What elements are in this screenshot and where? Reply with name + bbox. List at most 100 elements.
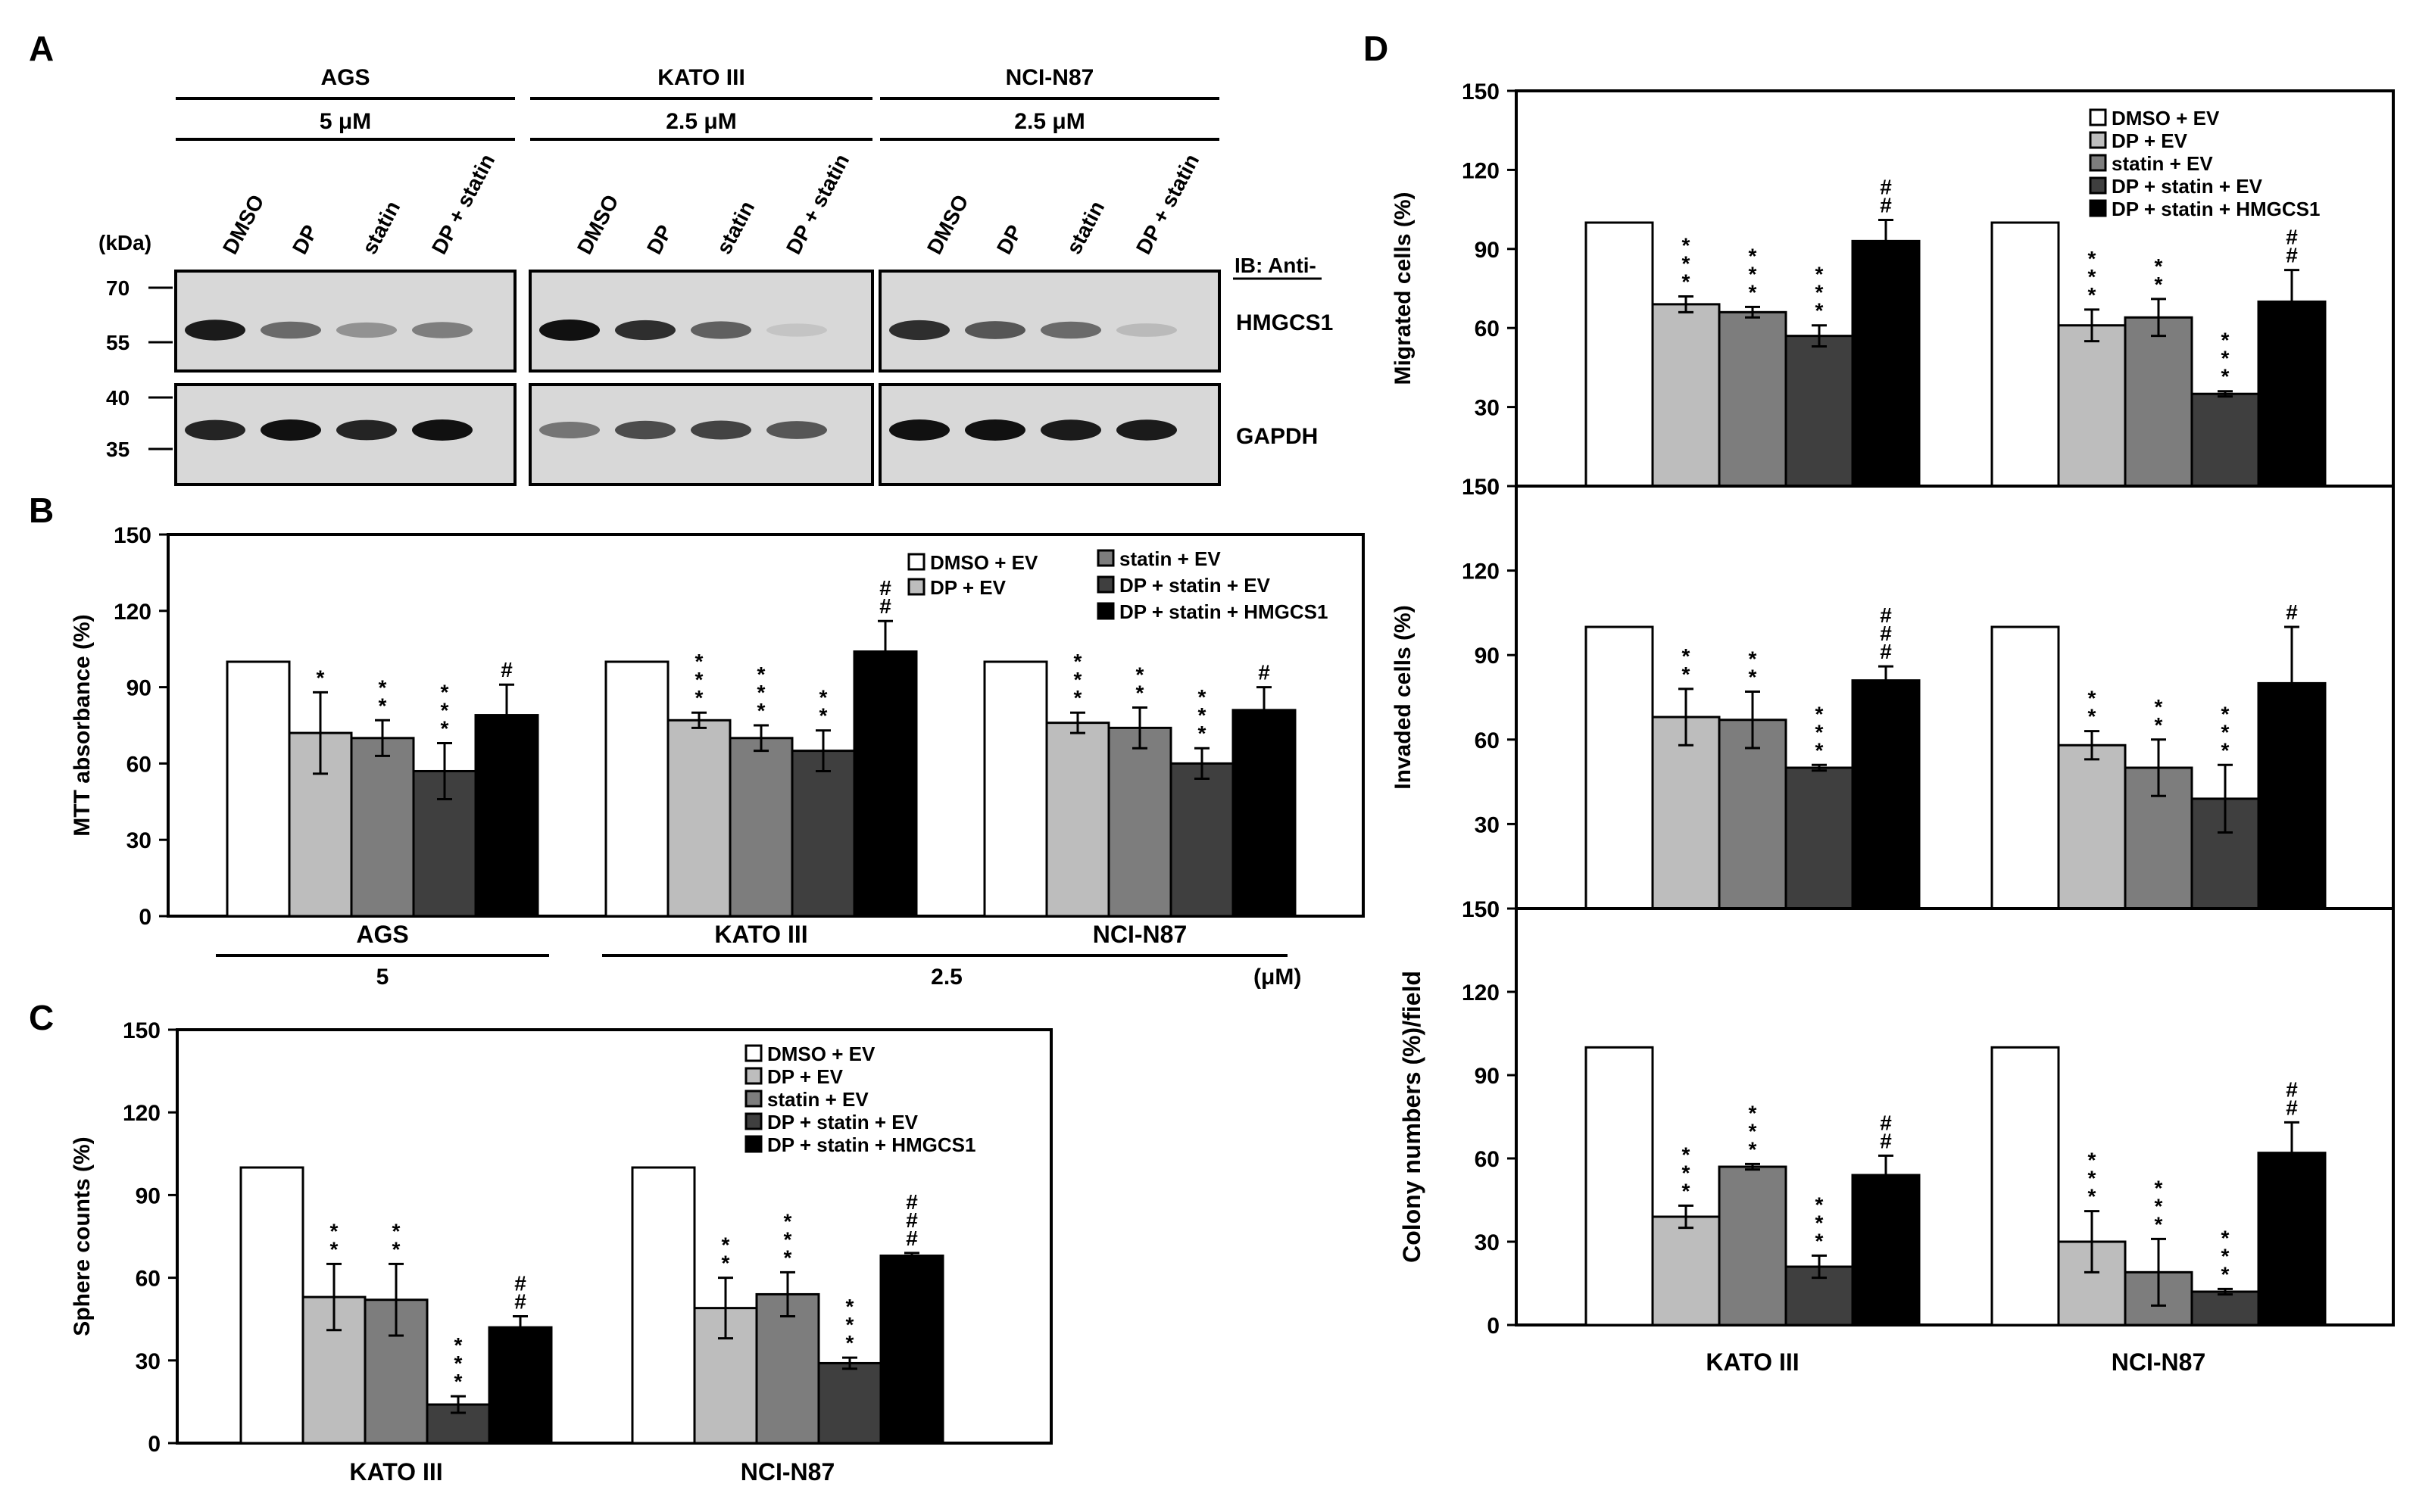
protein-band xyxy=(691,420,751,440)
y-tick-label: 60 xyxy=(1475,1147,1500,1172)
y-tick-label: 0 xyxy=(1487,1314,1500,1339)
y-tick-label: 150 xyxy=(1462,475,1500,500)
lane-label: statin xyxy=(712,197,759,257)
lane-label: statin xyxy=(357,197,404,257)
panel-letter-c: C xyxy=(29,998,54,1037)
y-tick-label: 120 xyxy=(114,600,151,625)
y-tick-label: 60 xyxy=(1475,316,1500,341)
significance-mark: # # xyxy=(879,576,891,618)
legend-swatch xyxy=(744,1067,763,1085)
significance-mark: # # xyxy=(514,1272,526,1314)
significance-mark: * * * xyxy=(1749,244,1757,304)
significance-mark: # xyxy=(1258,661,1270,684)
bar xyxy=(1584,625,1654,910)
protein-band xyxy=(261,321,321,339)
dose-label: 2.5 μM xyxy=(1014,109,1085,134)
protein-band xyxy=(1041,321,1101,339)
bar xyxy=(364,1298,429,1445)
protein-band xyxy=(691,321,751,339)
colony-chart: 0 30 60 90 120 150 Colony numbers (%)/field * * *… xyxy=(1398,897,2395,1376)
significance-mark: * * * xyxy=(2088,1149,2096,1208)
bar xyxy=(1851,1174,1921,1327)
y-axis-label: Invaded cells (%) xyxy=(1391,605,1416,789)
category-label: KATO III xyxy=(1706,1348,1799,1376)
bar xyxy=(1107,726,1172,918)
lane-label: DP + statin xyxy=(427,150,499,258)
panel-letter-b: B xyxy=(29,491,54,530)
dose-label: 5 μM xyxy=(320,109,371,134)
protein-band xyxy=(615,420,676,440)
category-label: NCI-N87 xyxy=(741,1458,835,1486)
y-tick-label: 90 xyxy=(136,1183,161,1208)
blot-membrane xyxy=(879,270,1221,373)
blot-membrane xyxy=(529,270,874,373)
blot-membrane xyxy=(174,270,517,373)
protein-band xyxy=(261,419,321,441)
bar xyxy=(879,1254,944,1445)
significance-mark: # # xyxy=(1880,1111,1892,1152)
significance-mark: * * * xyxy=(784,1209,792,1269)
y-axis-label: Colony numbers (%)/field xyxy=(1398,971,1425,1263)
significance-mark: * * xyxy=(819,686,828,728)
bar xyxy=(226,660,291,918)
significance-mark: * * xyxy=(1136,662,1144,704)
bar xyxy=(350,737,415,918)
protein-band xyxy=(539,320,600,341)
lane-label: DP xyxy=(992,221,1027,258)
legend-swatch xyxy=(1097,575,1115,594)
plot-frame xyxy=(1515,907,2395,1327)
significance-mark: * * * xyxy=(1815,702,1824,762)
significance-mark: * * xyxy=(722,1233,730,1275)
y-axis-label: Migrated cells (%) xyxy=(1391,192,1416,385)
bar xyxy=(1651,303,1721,488)
bar xyxy=(1651,1215,1721,1327)
significance-mark: * * * xyxy=(1815,263,1824,323)
legend-swatch xyxy=(2089,131,2107,149)
bar xyxy=(2190,392,2260,488)
legend-label: DP + statin + HMGCS1 xyxy=(767,1133,976,1156)
lane-label: statin xyxy=(1062,197,1109,257)
bar xyxy=(2124,316,2193,488)
significance-mark: # # xyxy=(2286,226,2298,267)
significance-mark: * * * xyxy=(1682,233,1690,293)
legend-label: DP + statin + EV xyxy=(767,1111,919,1133)
y-tick-label: 30 xyxy=(1475,812,1500,837)
bar xyxy=(1718,310,1787,488)
significance-mark: * * * xyxy=(1682,1143,1690,1202)
marker-label: 40 xyxy=(106,386,130,410)
cell-line-label: KATO III xyxy=(657,65,745,90)
protein-band xyxy=(412,322,473,338)
protein-band xyxy=(889,320,950,341)
significance-mark: # # xyxy=(2286,1077,2298,1119)
legend-label: DMSO + EV xyxy=(930,551,1038,574)
significance-mark: # # xyxy=(1880,176,1892,217)
bar xyxy=(1045,722,1110,918)
protein-band xyxy=(185,419,245,441)
bar xyxy=(1990,1046,2060,1327)
legend-label: DP + EV xyxy=(930,576,1007,599)
bar xyxy=(2057,744,2127,910)
y-tick-label: 60 xyxy=(126,752,151,777)
bar xyxy=(1169,762,1235,918)
bar xyxy=(2190,1290,2260,1327)
legend-label: DP + EV xyxy=(2112,129,2188,152)
legend-label: DMSO + EV xyxy=(2112,107,2220,129)
legend-swatch xyxy=(2089,108,2107,126)
protein-band xyxy=(965,321,1025,339)
lane-label: DP + statin xyxy=(1132,150,1203,258)
significance-mark: * * * xyxy=(1815,1192,1824,1252)
category-label: KATO III xyxy=(714,921,807,948)
y-tick-label: 30 xyxy=(1475,396,1500,421)
protein-band xyxy=(1116,419,1177,441)
y-tick-label: 30 xyxy=(126,828,151,853)
bar xyxy=(983,660,1048,918)
significance-mark: * * * xyxy=(2088,247,2096,307)
category-label: NCI-N87 xyxy=(2112,1348,2205,1376)
lane-label: DP + statin xyxy=(782,150,854,258)
lane-label: DMSO xyxy=(573,191,623,258)
bar xyxy=(474,714,539,918)
significance-mark: * * * xyxy=(757,662,766,722)
